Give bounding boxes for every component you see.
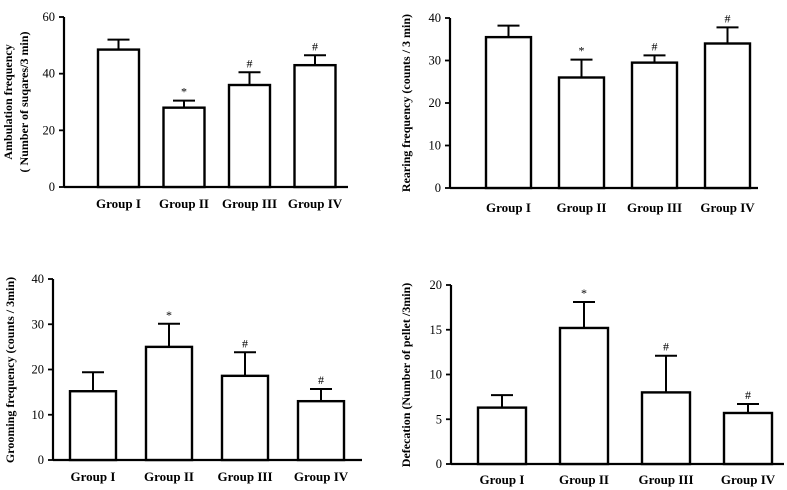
significance-mark: * — [166, 308, 172, 322]
y-tick-label: 30 — [32, 317, 45, 331]
significance-mark: # — [318, 373, 324, 387]
y-axis-label: ( Number of suqares/3 min) — [17, 32, 31, 173]
category-label: Group II — [557, 200, 607, 215]
bar-group-iii — [630, 61, 679, 190]
category-label: Group II — [559, 472, 609, 487]
category-label: Group IV — [700, 200, 755, 215]
significance-mark: # — [745, 388, 751, 402]
y-tick-label: 10 — [429, 139, 442, 153]
category-label: Group I — [486, 200, 531, 215]
y-tick-label: 40 — [32, 272, 45, 286]
category-label: Group III — [217, 469, 272, 484]
significance-mark: # — [663, 340, 669, 354]
bar-group-ii — [162, 106, 206, 189]
y-tick-label: 0 — [38, 453, 44, 467]
category-label: Group II — [144, 469, 194, 484]
bar-group-ii — [557, 76, 606, 190]
bar-group-iii — [227, 83, 272, 189]
category-label: Group III — [638, 472, 693, 487]
y-tick-label: 0 — [436, 457, 442, 471]
y-tick-label: 40 — [43, 67, 56, 81]
y-tick-label: 5 — [436, 412, 442, 426]
y-axis-label: Grooming frequency (counts / 3min) — [3, 277, 17, 463]
y-axis-label: Defecation (Number of pellet /3min) — [399, 283, 413, 467]
bar-group-i — [96, 48, 141, 189]
category-label: Group IV — [721, 472, 776, 487]
category-label: Group I — [480, 472, 525, 487]
category-label: Group II — [159, 196, 209, 211]
bar-group-i — [476, 406, 528, 466]
y-tick-label: 20 — [43, 123, 56, 137]
bar-group-ii — [144, 345, 194, 462]
bar-group-i — [68, 390, 118, 462]
y-tick-label: 20 — [32, 363, 45, 377]
y-tick-label: 20 — [430, 278, 443, 292]
bar-group-iii — [640, 391, 692, 466]
category-label: Group III — [627, 200, 682, 215]
y-axis-label: Ambulation frequency — [1, 44, 15, 159]
y-tick-label: 20 — [429, 96, 442, 110]
significance-mark: # — [242, 336, 248, 350]
bar-group-ii — [558, 326, 610, 466]
category-label: Group I — [71, 469, 116, 484]
significance-mark: * — [581, 286, 587, 300]
category-label: Group IV — [288, 196, 343, 211]
y-tick-label: 30 — [429, 54, 442, 68]
y-tick-label: 10 — [430, 368, 443, 382]
bar-group-iv — [722, 411, 774, 466]
y-tick-label: 40 — [429, 11, 442, 25]
bar-group-i — [484, 35, 533, 190]
y-tick-label: 0 — [49, 180, 55, 194]
y-tick-label: 60 — [43, 10, 56, 24]
category-label: Group IV — [294, 469, 349, 484]
panel-grooming: 0 10 20 30 40 Grooming frequency (counts / 3m… — [3, 272, 362, 484]
panel-defecation: 0 5 10 15 20 Defecation (Number of pellet /3m… — [399, 278, 784, 487]
y-tick-label: 0 — [435, 181, 441, 195]
y-tick-label: 10 — [32, 408, 45, 422]
panel-rearing: 0 10 20 30 40 Rearing frequency (counts / 3 m… — [399, 11, 758, 215]
panel-ambulation: 0 20 40 60 Ambulation frequency( Number of s… — [1, 10, 348, 211]
bar-group-iv — [296, 399, 346, 462]
significance-mark: * — [579, 44, 585, 58]
y-axis-label: Rearing frequency (counts / 3 min) — [399, 14, 413, 192]
y-tick-label: 15 — [430, 323, 443, 337]
significance-mark: # — [247, 56, 253, 70]
category-label: Group I — [96, 196, 141, 211]
bar-group-iv — [703, 42, 752, 190]
significance-mark: * — [181, 85, 187, 99]
significance-mark: # — [725, 11, 731, 25]
category-label: Group III — [222, 196, 277, 211]
significance-mark: # — [312, 39, 318, 53]
bar-group-iv — [293, 63, 337, 189]
significance-mark: # — [652, 39, 658, 53]
bar-group-iii — [220, 374, 270, 462]
